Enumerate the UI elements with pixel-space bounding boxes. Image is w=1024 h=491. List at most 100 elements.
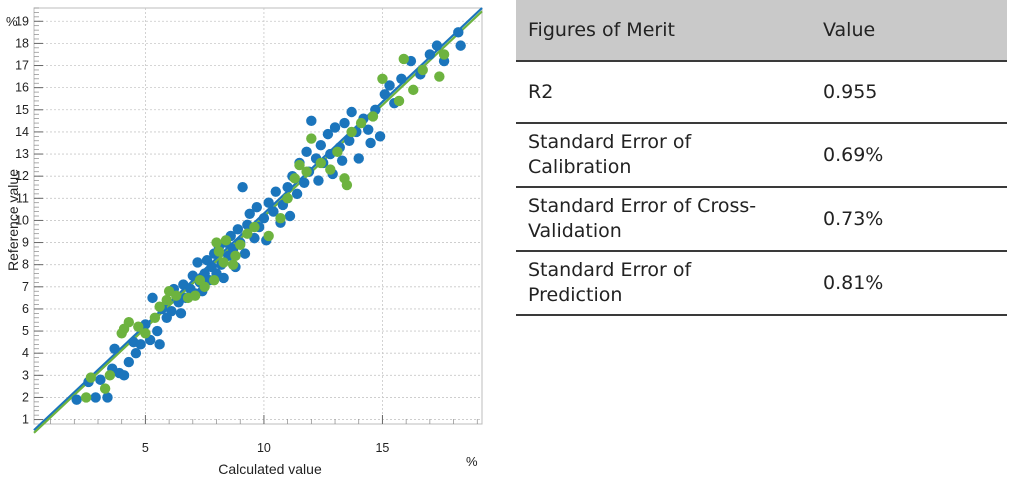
y-tick-label: 18 bbox=[15, 36, 29, 50]
table-row: Standard Error of Cross- Validation 0.73% bbox=[516, 187, 1007, 252]
data-point-blue bbox=[344, 135, 355, 146]
data-point-blue bbox=[313, 175, 324, 186]
y-tick-label: 11 bbox=[16, 191, 29, 205]
x-tick-labels: 5 10 15 bbox=[142, 441, 390, 455]
data-point-blue bbox=[258, 213, 270, 224]
data-point-blue bbox=[239, 248, 251, 259]
value-cell: 0.69% bbox=[811, 123, 1007, 188]
metric-cell: Standard Error of Calibration bbox=[516, 123, 811, 188]
data-point-green bbox=[199, 281, 210, 293]
table-row: Standard Error of Prediction 0.81% bbox=[516, 251, 1007, 316]
y-tick-label: 12 bbox=[15, 169, 29, 183]
data-point-green bbox=[294, 159, 305, 171]
data-point-green bbox=[393, 95, 405, 107]
metric-cell: R2 bbox=[516, 61, 811, 124]
data-point-green bbox=[417, 64, 428, 76]
data-point-green bbox=[189, 290, 201, 301]
scatter-chart: 1 2 3 4 5 6 7 8 9 10 11 12 13 14 15 16 17 18 19 5 10 15 % % … bbox=[0, 0, 500, 491]
y-axis-title: Reference value bbox=[5, 169, 21, 271]
data-point-green bbox=[275, 213, 286, 224]
data-point-blue bbox=[71, 394, 82, 405]
metric-cell: Standard Error of Cross- Validation bbox=[516, 187, 811, 252]
data-point-green bbox=[355, 117, 367, 129]
data-point-blue bbox=[218, 272, 229, 284]
data-point-green bbox=[85, 372, 97, 383]
data-point-blue bbox=[135, 339, 146, 350]
data-point-blue bbox=[123, 356, 135, 368]
x-tick-label: 15 bbox=[375, 441, 389, 455]
y-tick-label: 6 bbox=[22, 302, 29, 316]
data-point-green bbox=[227, 259, 239, 270]
y-tick-label: 3 bbox=[22, 368, 29, 382]
data-point-green bbox=[332, 146, 343, 158]
data-point-blue bbox=[336, 155, 348, 166]
y-tick-label: 4 bbox=[22, 346, 29, 360]
data-point-blue bbox=[353, 153, 364, 164]
data-point-green bbox=[99, 383, 111, 394]
data-point-green bbox=[282, 193, 293, 204]
x-unit-label: % bbox=[466, 454, 478, 469]
data-point-blue bbox=[284, 210, 296, 222]
metric-cell: Standard Error of Prediction bbox=[516, 251, 811, 316]
metric-line: Standard Error of bbox=[528, 259, 692, 282]
data-point-green bbox=[133, 321, 144, 332]
data-point-green bbox=[434, 71, 445, 82]
metric-line: Standard Error of Cross- bbox=[528, 195, 757, 218]
data-point-green bbox=[220, 235, 232, 246]
y-tick-label: 1 bbox=[22, 413, 29, 427]
data-point-blue bbox=[379, 89, 391, 100]
x-tick-label: 5 bbox=[142, 441, 149, 455]
data-point-blue bbox=[339, 117, 350, 129]
data-point-blue bbox=[306, 115, 317, 127]
data-point-green bbox=[161, 294, 172, 306]
data-point-green bbox=[171, 290, 182, 301]
y-tick-label: 15 bbox=[15, 103, 29, 117]
regression-line bbox=[33, 7, 483, 431]
data-point-green bbox=[367, 111, 379, 122]
data-point-blue bbox=[95, 374, 106, 385]
data-point-green bbox=[154, 301, 165, 312]
data-point-blue bbox=[384, 80, 395, 91]
data-point-green bbox=[263, 230, 274, 242]
data-point-blue bbox=[299, 177, 310, 189]
data-point-blue bbox=[192, 257, 203, 268]
metric-line: Standard Error of bbox=[528, 131, 692, 154]
data-point-blue bbox=[453, 27, 464, 38]
y-tick-label: 5 bbox=[22, 324, 29, 338]
y-tick-label: 16 bbox=[15, 81, 29, 95]
data-point-green bbox=[341, 179, 353, 191]
data-point-blue bbox=[301, 146, 312, 158]
data-point-blue bbox=[365, 137, 376, 149]
x-tick-label: 10 bbox=[257, 441, 271, 455]
y-tick-label: 17 bbox=[15, 59, 29, 73]
data-point-blue bbox=[291, 188, 303, 200]
data-point-blue bbox=[166, 305, 177, 317]
data-point-green bbox=[140, 328, 151, 339]
data-point-green bbox=[377, 73, 388, 85]
y-tick-label: 19 bbox=[15, 14, 29, 28]
data-point-blue bbox=[90, 392, 101, 403]
data-point-green bbox=[218, 257, 229, 268]
data-point-blue bbox=[455, 40, 466, 51]
data-point-green bbox=[104, 370, 116, 381]
data-point-green bbox=[149, 312, 161, 323]
data-point-blue bbox=[268, 206, 279, 217]
data-point-blue bbox=[374, 131, 386, 142]
data-point-blue bbox=[346, 106, 357, 118]
value-cell: 0.73% bbox=[811, 187, 1007, 252]
data-point-blue bbox=[147, 292, 158, 304]
data-point-green bbox=[208, 274, 220, 286]
data-point-green bbox=[213, 246, 225, 257]
data-point-green bbox=[301, 166, 312, 177]
data-point-blue bbox=[315, 139, 327, 151]
data-point-green bbox=[315, 157, 327, 169]
figures-of-merit-table: Figures of Merit Value R2 0.955 Standard… bbox=[516, 0, 1007, 316]
data-point-blue bbox=[102, 392, 113, 403]
y-unit-label: % bbox=[6, 14, 18, 29]
data-point-blue bbox=[270, 186, 281, 197]
data-points bbox=[71, 27, 466, 405]
data-point-green bbox=[230, 250, 241, 262]
data-point-blue bbox=[263, 197, 274, 208]
